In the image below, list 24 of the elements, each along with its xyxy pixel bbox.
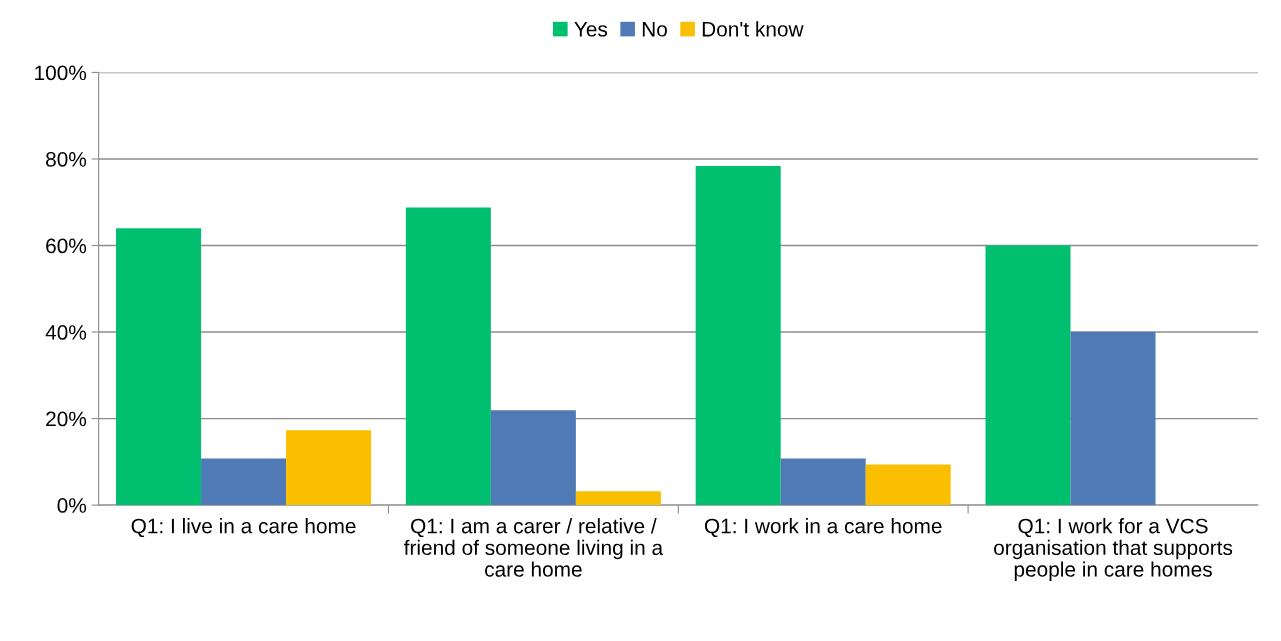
y-tick-label: 80% — [46, 151, 87, 167]
bar — [865, 464, 951, 506]
y-tick-label: 100% — [35, 65, 87, 81]
x-tick-label: Q1: I work for a VCS organisation that supports people in care homes — [994, 518, 1233, 581]
bar — [405, 207, 491, 506]
bar — [695, 165, 781, 506]
bar — [116, 228, 202, 506]
y-tick-label: 60% — [46, 238, 87, 254]
bar — [490, 410, 576, 506]
bar — [985, 245, 1071, 506]
y-tick-label: 40% — [45, 325, 87, 340]
bar — [780, 458, 866, 506]
legend-label: Yes — [574, 22, 608, 37]
y-tick-label: 0% — [57, 498, 87, 513]
y-tick-label: 20% — [46, 411, 87, 427]
bar — [201, 458, 287, 506]
legend-label: No — [642, 22, 667, 37]
bar — [1070, 332, 1156, 506]
bar — [575, 491, 661, 506]
legend-label: Don't know — [702, 21, 804, 37]
x-tick-label: Q1: I am a carer / relative / friend of someone living in a care home — [403, 518, 664, 577]
x-tick-label: Q1: I live in a care home — [131, 518, 356, 538]
x-tick-label: Q1: I work in a care home — [704, 518, 942, 538]
bar — [286, 430, 372, 506]
